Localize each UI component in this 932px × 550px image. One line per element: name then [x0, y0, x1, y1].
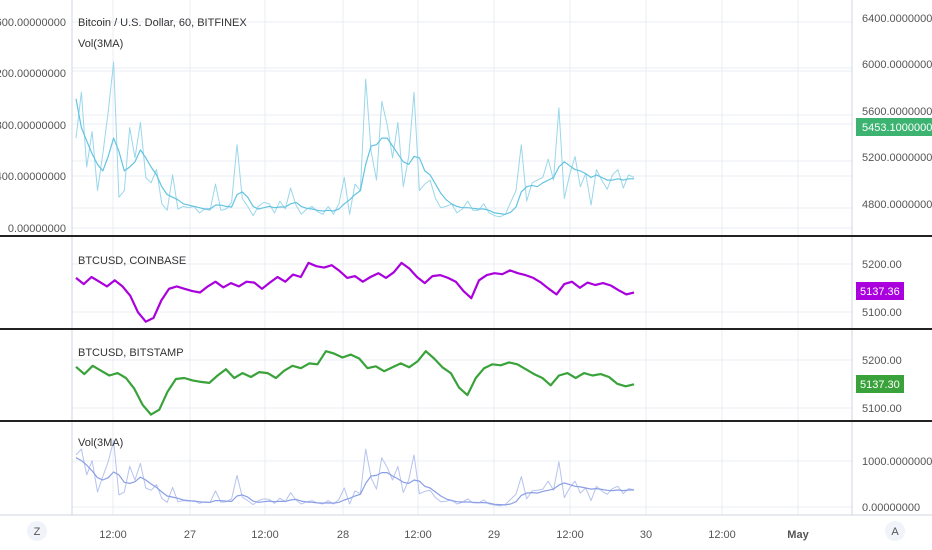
- right-axis-tick: 6400.00000000: [862, 13, 932, 25]
- right-axis-tick: 1000.00000000: [862, 456, 932, 468]
- series-line-pane1-2: [75, 98, 634, 215]
- right-axis-ticks: 6400.00000000 6000.00000000 5600.0000000…: [862, 13, 932, 514]
- coinbase-last-price-badge: 5137.36: [856, 282, 904, 300]
- auto-scale-button-label[interactable]: A: [891, 526, 899, 538]
- series-line-pane4-2: [75, 457, 634, 506]
- main-last-price-badge: 5453.10000000: [856, 118, 932, 136]
- main-last-price-text: 5453.10000000: [862, 122, 932, 134]
- bitstamp-last-price-text: 5137.30: [860, 379, 900, 391]
- main-last-price-badge-bg: [856, 118, 932, 136]
- time-axis: 12:00 27 12:00 28 12:00 29 12:00 30 12:0…: [99, 529, 809, 541]
- time-axis-label: 12:00: [708, 529, 736, 541]
- log-scale-button[interactable]: Z: [27, 521, 47, 541]
- coinbase-last-price-badge-bg: [856, 282, 904, 300]
- log-scale-button-bg[interactable]: [27, 521, 47, 541]
- series-line-pane2-1: [75, 261, 635, 323]
- right-axis-tick: 5600.00000000: [862, 106, 932, 118]
- time-axis-label: 12:00: [99, 529, 127, 541]
- left-axis-tick: 0.00000000: [8, 223, 66, 235]
- pane-separator-1[interactable]: [0, 235, 932, 237]
- series-line-pane4-1: [75, 440, 635, 507]
- right-axis-tick: 5100.00: [862, 307, 902, 319]
- auto-scale-button[interactable]: A: [885, 521, 905, 541]
- left-axis-ticks: 1600.00000000 1200.00000000 800.00000000…: [0, 17, 66, 235]
- coinbase-last-price-text: 5137.36: [860, 286, 900, 298]
- time-axis-label: May: [787, 529, 809, 541]
- volume-pane-title: Vol(3MA): [78, 437, 123, 449]
- left-axis-tick: 400.00000000: [0, 171, 66, 183]
- right-axis-tick: 0.00000000: [862, 502, 920, 514]
- time-axis-label: 30: [640, 529, 652, 541]
- log-scale-button-label[interactable]: Z: [34, 526, 41, 538]
- time-axis-label: 12:00: [251, 529, 279, 541]
- time-axis-label: 29: [488, 529, 500, 541]
- time-axis-label: 12:00: [556, 529, 584, 541]
- right-axis-tick: 5200.00: [862, 355, 902, 367]
- coinbase-pane-title: BTCUSD, COINBASE: [78, 255, 186, 267]
- auto-scale-button-bg[interactable]: [885, 521, 905, 541]
- series-line-pane1-1: [75, 61, 635, 218]
- left-axis-tick: 1200.00000000: [0, 68, 66, 80]
- pane-separator-3[interactable]: [0, 420, 932, 422]
- time-axis-label: 12:00: [404, 529, 432, 541]
- time-axis-label: 28: [337, 529, 349, 541]
- series-line-pane3-1: [75, 350, 635, 416]
- bitstamp-last-price-badge: 5137.30: [856, 375, 904, 393]
- right-axis-tick: 5200.00: [862, 259, 902, 271]
- main-pane-volume-label: Vol(3MA): [78, 38, 123, 50]
- right-axis-tick: 5200.00000000: [862, 152, 932, 164]
- left-axis-tick: 1600.00000000: [0, 17, 66, 29]
- bitstamp-last-price-badge-bg: [856, 375, 904, 393]
- series-layer: [75, 61, 635, 507]
- main-pane-title: Bitcoin / U.S. Dollar, 60, BITFINEX: [78, 17, 247, 29]
- right-axis-tick: 6000.00000000: [862, 59, 932, 71]
- grid-layer: [72, 0, 852, 515]
- right-axis-tick: 5100.00: [862, 403, 902, 415]
- left-axis-tick: 800.00000000: [0, 120, 66, 132]
- right-axis-tick: 4800.00000000: [862, 199, 932, 211]
- pane-separator-2[interactable]: [0, 328, 932, 330]
- bitstamp-pane-title: BTCUSD, BITSTAMP: [78, 347, 184, 359]
- time-axis-label: 27: [184, 529, 196, 541]
